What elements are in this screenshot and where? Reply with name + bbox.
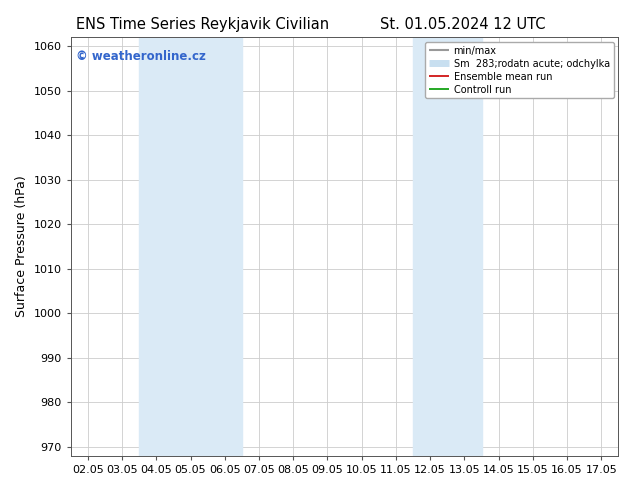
Bar <box>413 37 482 456</box>
Text: St. 01.05.2024 12 UTC: St. 01.05.2024 12 UTC <box>380 17 546 32</box>
Text: © weatheronline.cz: © weatheronline.cz <box>76 49 206 63</box>
Text: ENS Time Series Reykjavik Civilian: ENS Time Series Reykjavik Civilian <box>76 17 330 32</box>
Y-axis label: Surface Pressure (hPa): Surface Pressure (hPa) <box>15 175 28 318</box>
Bar <box>139 37 242 456</box>
Legend: min/max, Sm  283;rodatn acute; odchylka, Ensemble mean run, Controll run: min/max, Sm 283;rodatn acute; odchylka, … <box>425 42 614 98</box>
